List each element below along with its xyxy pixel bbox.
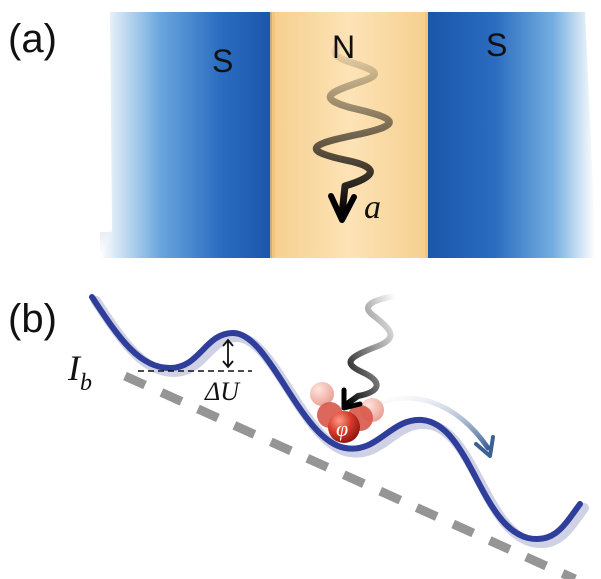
photon-arrowhead-a — [328, 193, 357, 223]
photon-symbol: a — [364, 189, 381, 226]
normal-metal-edge-right — [425, 12, 430, 258]
panel-b: (b) ΔU Ib φ — [8, 293, 589, 579]
barrier-double-arrow — [222, 338, 234, 369]
normal-metal-edge-left — [270, 12, 275, 258]
left-s-label: S — [212, 43, 233, 79]
barrier-label: ΔU — [204, 377, 241, 406]
ghost-particle — [310, 382, 334, 406]
phase-particle — [328, 411, 360, 443]
right-superconductor — [428, 12, 595, 258]
photon-arrowhead-b — [341, 387, 363, 411]
right-s-label: S — [486, 27, 507, 63]
panel-a-label: (a) — [8, 17, 57, 61]
bias-current-label: Ib — [67, 348, 92, 396]
panel-a: (a) S N S a — [8, 12, 595, 258]
panel-b-label: (b) — [8, 297, 57, 341]
photon-wave-b — [344, 293, 398, 407]
escape-arrow — [369, 395, 491, 451]
photon-wave-a — [312, 34, 393, 218]
left-superconductor — [100, 12, 272, 258]
bias-subscript: b — [80, 370, 92, 396]
potential-curve — [89, 294, 583, 543]
bias-symbol: I — [67, 348, 82, 388]
phase-symbol: φ — [336, 416, 348, 441]
escape-arrowhead — [474, 435, 495, 458]
tilt-dashed-line — [123, 371, 577, 579]
